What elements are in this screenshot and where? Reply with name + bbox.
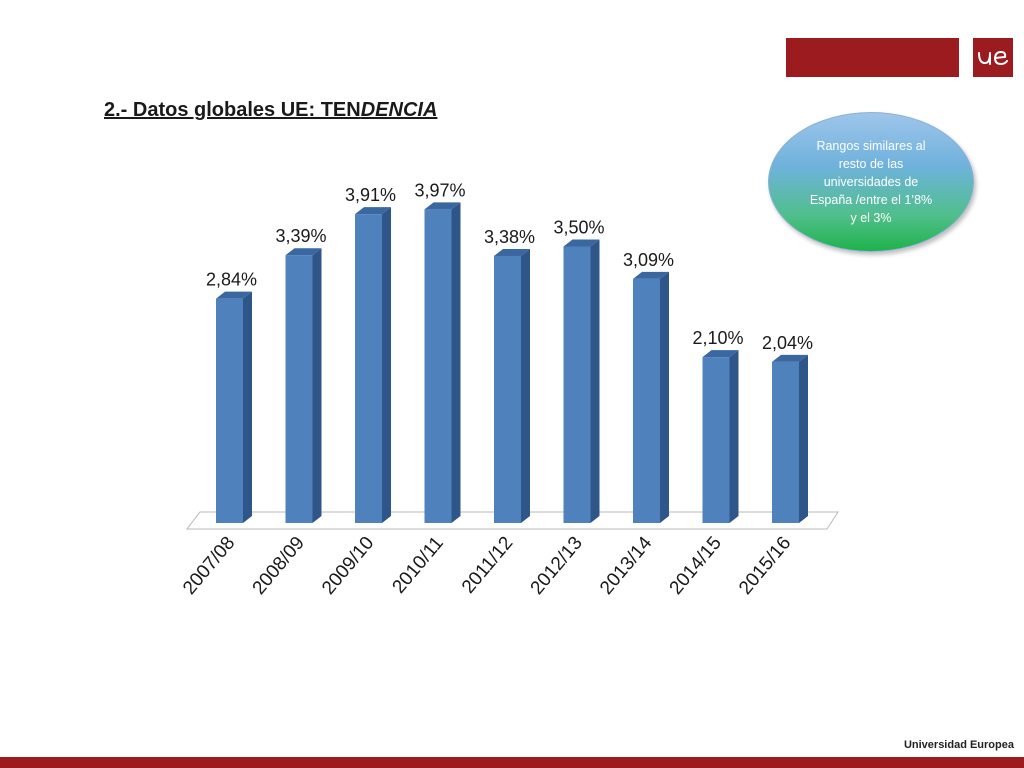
bar-data-label: 2,04% (762, 333, 813, 353)
bar-data-label: 3,38% (484, 227, 535, 247)
bar-data-label: 3,09% (623, 250, 674, 270)
bar-top (702, 350, 739, 358)
header-brand-bar (786, 38, 959, 77)
x-tick-label: 2015/16 (735, 533, 795, 599)
bar-data-label: 2,84% (206, 270, 257, 290)
bar-side (729, 350, 739, 523)
bar-top (563, 239, 600, 247)
bar-front (216, 298, 243, 523)
bar-data-label: 3,50% (553, 218, 604, 238)
bar-top (772, 354, 808, 362)
bar (702, 350, 739, 523)
callout-text: Rangos similares al resto de las univers… (809, 139, 933, 225)
bar-side (382, 207, 391, 524)
bar-side (312, 248, 322, 523)
bar-front (285, 255, 313, 523)
bar-top (216, 291, 252, 299)
bar (563, 239, 600, 523)
bar (494, 248, 530, 524)
x-tick-label: 2010/11 (388, 533, 447, 598)
bar-top (424, 202, 461, 210)
bar-data-label: 2,10% (692, 328, 743, 348)
bar-side (799, 354, 808, 523)
bar (285, 248, 322, 523)
bar-front (772, 361, 799, 523)
bar-top (494, 248, 530, 256)
x-tick-label: 2014/15 (666, 533, 726, 599)
callout-ellipse: Rangos similares al resto de las univers… (768, 112, 974, 252)
bar-side (451, 202, 461, 523)
x-tick-label: 2007/08 (179, 533, 239, 599)
x-tick-label: 2009/10 (318, 533, 378, 599)
slide-title-main: 2.- Datos globales UE: TEN (104, 99, 361, 121)
bar-top (633, 271, 669, 279)
slide-title: 2.- Datos globales UE: TENDENCIA (104, 99, 437, 122)
bar-top (285, 248, 322, 256)
slide-title-italic: DENCIA (360, 99, 438, 121)
bar (633, 271, 669, 523)
x-tick-label: 2008/09 (249, 533, 309, 599)
bar-front (633, 278, 660, 523)
bar-data-label: 3,97% (414, 180, 465, 200)
bar (216, 291, 252, 523)
bar-side (590, 239, 600, 523)
bar-front (563, 246, 591, 523)
footer-university-name: Universidad Europea (903, 739, 1014, 751)
bar (424, 202, 461, 523)
bar (772, 354, 808, 523)
bar-front (355, 214, 382, 524)
bar-front (702, 357, 730, 523)
bar-data-label: 3,39% (275, 226, 326, 246)
bar-top (355, 207, 391, 215)
bar-side (521, 248, 530, 524)
bar-front (494, 255, 521, 524)
bar-data-label: 3,91% (345, 185, 396, 205)
bar-front (424, 209, 452, 523)
bar-side (243, 291, 252, 523)
ue-logo-glyph-icon (978, 50, 1008, 65)
x-tick-label: 2013/14 (596, 532, 657, 598)
bar (355, 207, 391, 524)
x-tick-label: 2011/12 (458, 533, 517, 598)
bar-side (660, 271, 669, 523)
footer-brand-bar (0, 757, 1024, 768)
x-tick-label: 2012/13 (527, 533, 587, 599)
ue-logo (973, 38, 1013, 77)
